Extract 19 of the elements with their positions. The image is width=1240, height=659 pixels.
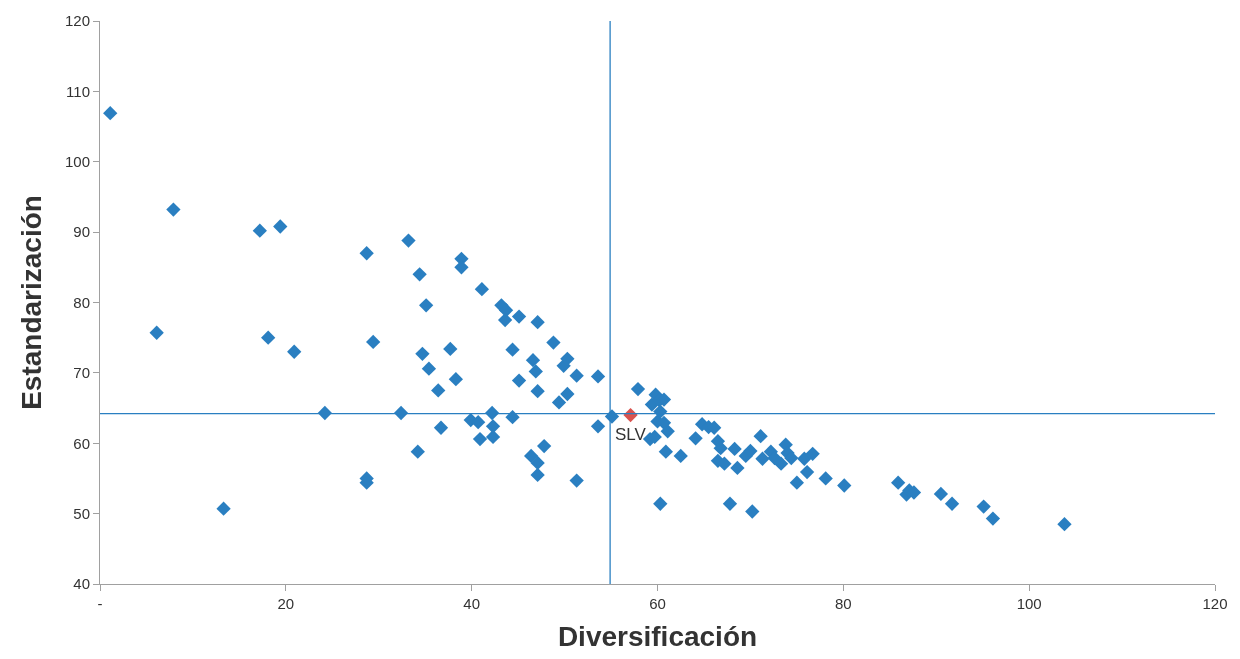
y-tick-label: 100	[64, 153, 90, 170]
y-tick-label: 80	[73, 293, 90, 311]
x-tick-label: 100	[1016, 595, 1042, 612]
x-tick-label: 80	[834, 595, 852, 612]
y-tick-label: 120	[64, 12, 90, 30]
y-tick-label: 110	[66, 82, 90, 100]
y-tick-label: 70	[73, 364, 90, 382]
y-axis-title: Estandarización	[15, 195, 47, 410]
x-tick-label: 40	[463, 595, 481, 612]
y-tick-label: 50	[73, 504, 90, 522]
y-tick-label: 40	[73, 575, 90, 593]
y-tick-label: 90	[73, 223, 90, 241]
y-tick-label: 60	[73, 434, 90, 452]
x-tick-label: 60	[649, 595, 666, 612]
x-tick-label: -	[97, 595, 103, 612]
annotation: SLV	[615, 425, 647, 444]
x-tick-label: 120	[1202, 595, 1228, 612]
x-tick-label: 20	[277, 595, 295, 612]
x-axis-title: Diversificación	[557, 621, 758, 653]
